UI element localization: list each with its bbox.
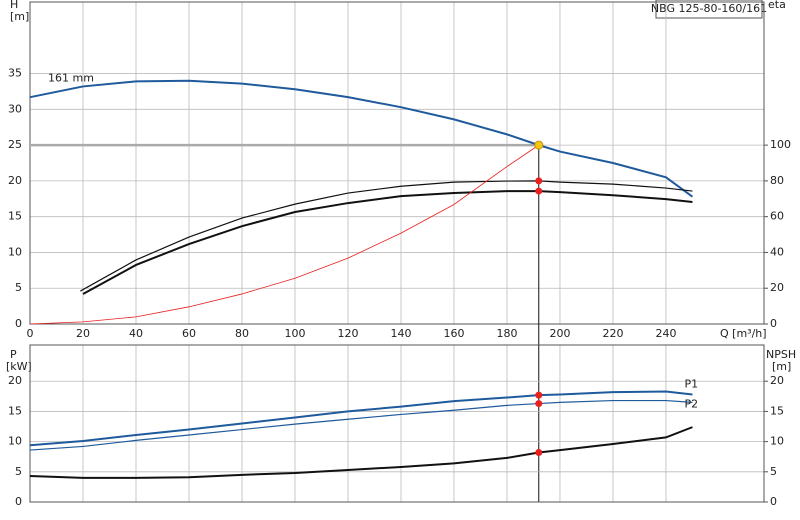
y-tick-label: 35 bbox=[8, 67, 22, 80]
x-tick-label: 240 bbox=[655, 327, 676, 340]
y2-tick-label: 15 bbox=[770, 404, 784, 417]
y2-tick-label: 10 bbox=[770, 435, 784, 448]
series-label: P2 bbox=[684, 397, 698, 410]
operating-point bbox=[535, 448, 543, 456]
y2-tick-label: 40 bbox=[770, 245, 784, 258]
y-tick-label: 20 bbox=[8, 174, 22, 187]
x-tick-label: 120 bbox=[337, 327, 358, 340]
y-tick-label: 15 bbox=[8, 404, 22, 417]
curve bbox=[29, 399, 693, 451]
y-tick-label: 10 bbox=[8, 435, 22, 448]
x-tick-label: 180 bbox=[496, 327, 517, 340]
y-tick-label: 0 bbox=[15, 495, 22, 508]
x-tick-label: 140 bbox=[390, 327, 411, 340]
series-label: P1 bbox=[684, 378, 698, 391]
y-unit: [m] bbox=[10, 10, 29, 23]
y2-tick-label: 100 bbox=[770, 138, 791, 151]
y2-tick-label: 0 bbox=[770, 495, 777, 508]
x-tick-label: 0 bbox=[27, 327, 34, 340]
y2-tick-label: 20 bbox=[770, 374, 784, 387]
y-tick-label: 0 bbox=[15, 317, 22, 330]
x-tick-label: 160 bbox=[443, 327, 464, 340]
y2-tick-label: 0 bbox=[770, 317, 777, 330]
curve bbox=[80, 180, 693, 292]
x-tick-label: 200 bbox=[549, 327, 570, 340]
y-tick-label: 25 bbox=[8, 138, 22, 151]
x-label: Q [m³/h] bbox=[720, 327, 767, 340]
y-tick-label: 15 bbox=[8, 210, 22, 223]
y2-tick-label: 60 bbox=[770, 210, 784, 223]
operating-point bbox=[535, 391, 543, 399]
plot-frame bbox=[29, 1, 765, 325]
y2-label: NPSH bbox=[766, 348, 796, 361]
curve bbox=[29, 79, 694, 198]
x-tick-label: 80 bbox=[235, 327, 249, 340]
operating-point bbox=[535, 187, 543, 195]
x-tick-label: 20 bbox=[76, 327, 90, 340]
chart-title: NBG 125-80-160/161 bbox=[651, 2, 767, 15]
x-tick-label: 220 bbox=[602, 327, 623, 340]
curve bbox=[29, 390, 693, 447]
y2-unit: [m] bbox=[772, 360, 791, 373]
y-label: H bbox=[10, 0, 18, 11]
operating-point bbox=[535, 400, 543, 408]
y-tick-label: 20 bbox=[8, 374, 22, 387]
plot-frame bbox=[29, 344, 765, 503]
x-tick-label: 60 bbox=[182, 327, 196, 340]
x-tick-label: 40 bbox=[129, 327, 143, 340]
y-tick-label: 5 bbox=[15, 465, 22, 478]
curve bbox=[29, 426, 693, 479]
y-unit: [kW] bbox=[6, 360, 32, 373]
curve bbox=[82, 190, 693, 295]
y-tick-label: 10 bbox=[8, 245, 22, 258]
y-tick-label: 30 bbox=[8, 102, 22, 115]
operating-point bbox=[535, 177, 543, 185]
title-box bbox=[655, 0, 763, 19]
y2-tick-label: 80 bbox=[770, 174, 784, 187]
y-label: P bbox=[10, 348, 17, 361]
y-tick-label: 5 bbox=[15, 281, 22, 294]
series-label: 161 mm bbox=[48, 71, 94, 84]
y2-tick-label: 5 bbox=[770, 465, 777, 478]
duty-point bbox=[534, 140, 544, 150]
x-tick-label: 100 bbox=[284, 327, 305, 340]
curve bbox=[29, 144, 539, 325]
y2-label: eta bbox=[768, 0, 786, 11]
y2-tick-label: 20 bbox=[770, 281, 784, 294]
